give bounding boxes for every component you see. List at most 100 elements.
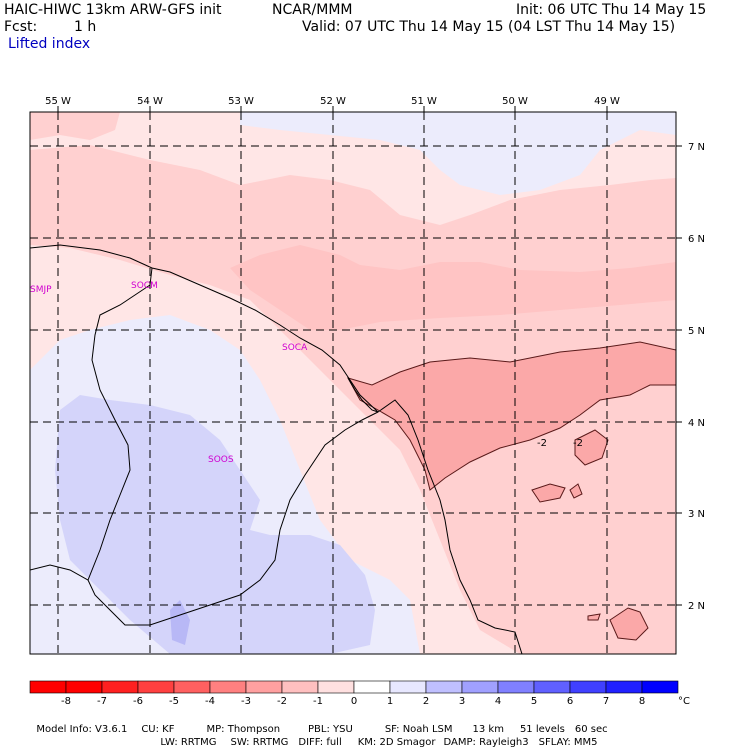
axis-ticks xyxy=(57,106,682,606)
legend-swatch xyxy=(605,680,643,694)
legend-tick-label: 5 xyxy=(531,696,537,707)
legend-tick-label: 6 xyxy=(567,696,573,707)
legend-swatch xyxy=(101,680,139,694)
legend-tick-label: -6 xyxy=(133,696,143,707)
field-name: Lifted index xyxy=(8,36,91,52)
legend-swatch xyxy=(389,680,427,694)
legend-units: °C xyxy=(678,696,690,707)
legend-tick-label: -1 xyxy=(313,696,323,707)
legend-tick-label: -4 xyxy=(205,696,215,707)
lon-label: 49 W xyxy=(594,96,620,107)
lon-label: 54 W xyxy=(137,96,163,107)
contour-label: -2 xyxy=(573,438,583,449)
footer-diff: DIFF: full xyxy=(298,737,342,748)
filled-contours xyxy=(30,112,676,654)
lon-labels: 55 W 54 W 53 W 52 W 51 W 50 W 49 W xyxy=(45,96,620,107)
lat-lon-grid xyxy=(30,112,676,654)
lat-label: 3 N xyxy=(688,509,705,520)
legend-tick-label: 3 xyxy=(459,696,465,707)
lat-label: 2 N xyxy=(688,601,705,612)
legend-tick-label: -2 xyxy=(277,696,287,707)
fill-zone-minus3-minus2-small5 xyxy=(587,613,601,621)
legend-tick-label: -8 xyxy=(61,696,71,707)
fill-zone-minus2-band xyxy=(230,245,676,330)
fill-zone-2-3 xyxy=(170,600,190,645)
legend-swatch xyxy=(65,680,103,694)
legend-swatch xyxy=(497,680,535,694)
legend-tick-label: -5 xyxy=(169,696,179,707)
legend-tick-labels: -8 -7 -6 -5 -4 -3 -2 -1 0 1 2 3 4 5 6 7 8 xyxy=(61,696,645,707)
legend-swatch xyxy=(317,680,355,694)
station-label: SMJP xyxy=(30,285,52,295)
legend-swatch xyxy=(245,680,283,694)
lat-label: 4 N xyxy=(688,418,705,429)
station-label: SOCA xyxy=(282,343,308,353)
legend-tick-label: -7 xyxy=(97,696,107,707)
fill-zone-minus3-minus2 xyxy=(346,341,676,491)
fill-zone-minus3-minus2-small4 xyxy=(609,607,649,641)
legend-swatch xyxy=(425,680,463,694)
footer-cu: CU: KF xyxy=(141,724,175,735)
footer-pbl: PBL: YSU xyxy=(308,724,353,735)
fill-zone-minus3-minus2-small1 xyxy=(531,483,566,503)
footer-lw: LW: RRTMG xyxy=(160,737,217,748)
lon-label: 51 W xyxy=(411,96,437,107)
coastline xyxy=(30,244,523,654)
legend-tick-label: 4 xyxy=(495,696,501,707)
coastlines-borders xyxy=(30,244,523,654)
fill-zone-minus3-minus2-small3 xyxy=(574,429,609,466)
fcst-label: Fcst: xyxy=(4,19,38,35)
lon-label: 50 W xyxy=(502,96,528,107)
center-label: NCAR/MMM xyxy=(272,2,353,18)
station-label: SOCM xyxy=(131,281,158,291)
footer-line2: LW: RRTMG SW: RRTMG DIFF: full KM: 2D Smago… xyxy=(154,725,598,749)
legend-tick-label: 8 xyxy=(639,696,645,707)
fill-zone-1-2 xyxy=(55,395,375,654)
contour-labels: -2 -2 xyxy=(537,438,583,449)
lon-label: 53 W xyxy=(228,96,254,107)
lat-label: 7 N xyxy=(688,142,705,153)
border-river xyxy=(347,377,379,413)
lon-label: 52 W xyxy=(320,96,346,107)
model-title: HAIC-HIWC 13km ARW-GFS init xyxy=(4,2,222,18)
footer-mp: MP: Thompson xyxy=(206,724,281,735)
valid-time: Valid: 07 UTC Thu 14 May 15 (04 LST Thu … xyxy=(302,19,676,35)
footer-timestep: 60 sec xyxy=(574,724,608,735)
footer-sw: SW: RRTMG xyxy=(230,737,289,748)
lat-label: 6 N xyxy=(688,234,705,245)
border-suriname-brazil xyxy=(87,411,379,626)
lat-labels: 7 N 6 N 5 N 4 N 3 N 2 N xyxy=(688,142,705,612)
legend-swatch xyxy=(173,680,211,694)
legend-swatch xyxy=(209,680,247,694)
footer-model-info: Model Info: V3.6.1 xyxy=(36,724,128,735)
fill-zone-minus2-minus1-nw xyxy=(30,112,120,140)
contour-label: -2 xyxy=(537,438,547,449)
legend-swatch xyxy=(569,680,607,694)
legend-swatch xyxy=(641,680,679,694)
footer-sf: SF: Noah LSM xyxy=(384,724,453,735)
legend-tick-label: 7 xyxy=(603,696,609,707)
station-label: SOOS xyxy=(208,455,234,465)
fill-zone-minus3-minus2-small2 xyxy=(569,483,583,499)
fill-zone-0-1-north xyxy=(240,112,676,195)
fcst-value: 1 h xyxy=(74,19,97,35)
footer-line1: Model Info: V3.6.1 CU: KF MP: Thompson PBL:… xyxy=(30,712,608,736)
border-suriname-guyana xyxy=(30,267,153,581)
legend-tick-label: -3 xyxy=(241,696,251,707)
map-frame xyxy=(29,111,677,655)
legend-swatch xyxy=(137,680,175,694)
footer-damp: DAMP: Rayleigh3 xyxy=(443,737,529,748)
footer-resolution: 13 km xyxy=(472,724,504,735)
legend-swatch xyxy=(533,680,571,694)
legend-colorbar xyxy=(29,680,679,694)
legend-tick-label: 1 xyxy=(387,696,393,707)
footer-levels: 51 levels xyxy=(519,724,565,735)
legend-swatch xyxy=(353,680,391,694)
legend-swatch xyxy=(461,680,499,694)
footer-sflay: SFLAY: MM5 xyxy=(538,737,598,748)
station-labels: SMJP SOCM SOCA SOOS xyxy=(30,281,308,465)
init-time: Init: 06 UTC Thu 14 May 15 xyxy=(516,2,707,18)
legend-tick-label: 2 xyxy=(423,696,429,707)
footer-km: KM: 2D Smagor xyxy=(357,737,436,748)
